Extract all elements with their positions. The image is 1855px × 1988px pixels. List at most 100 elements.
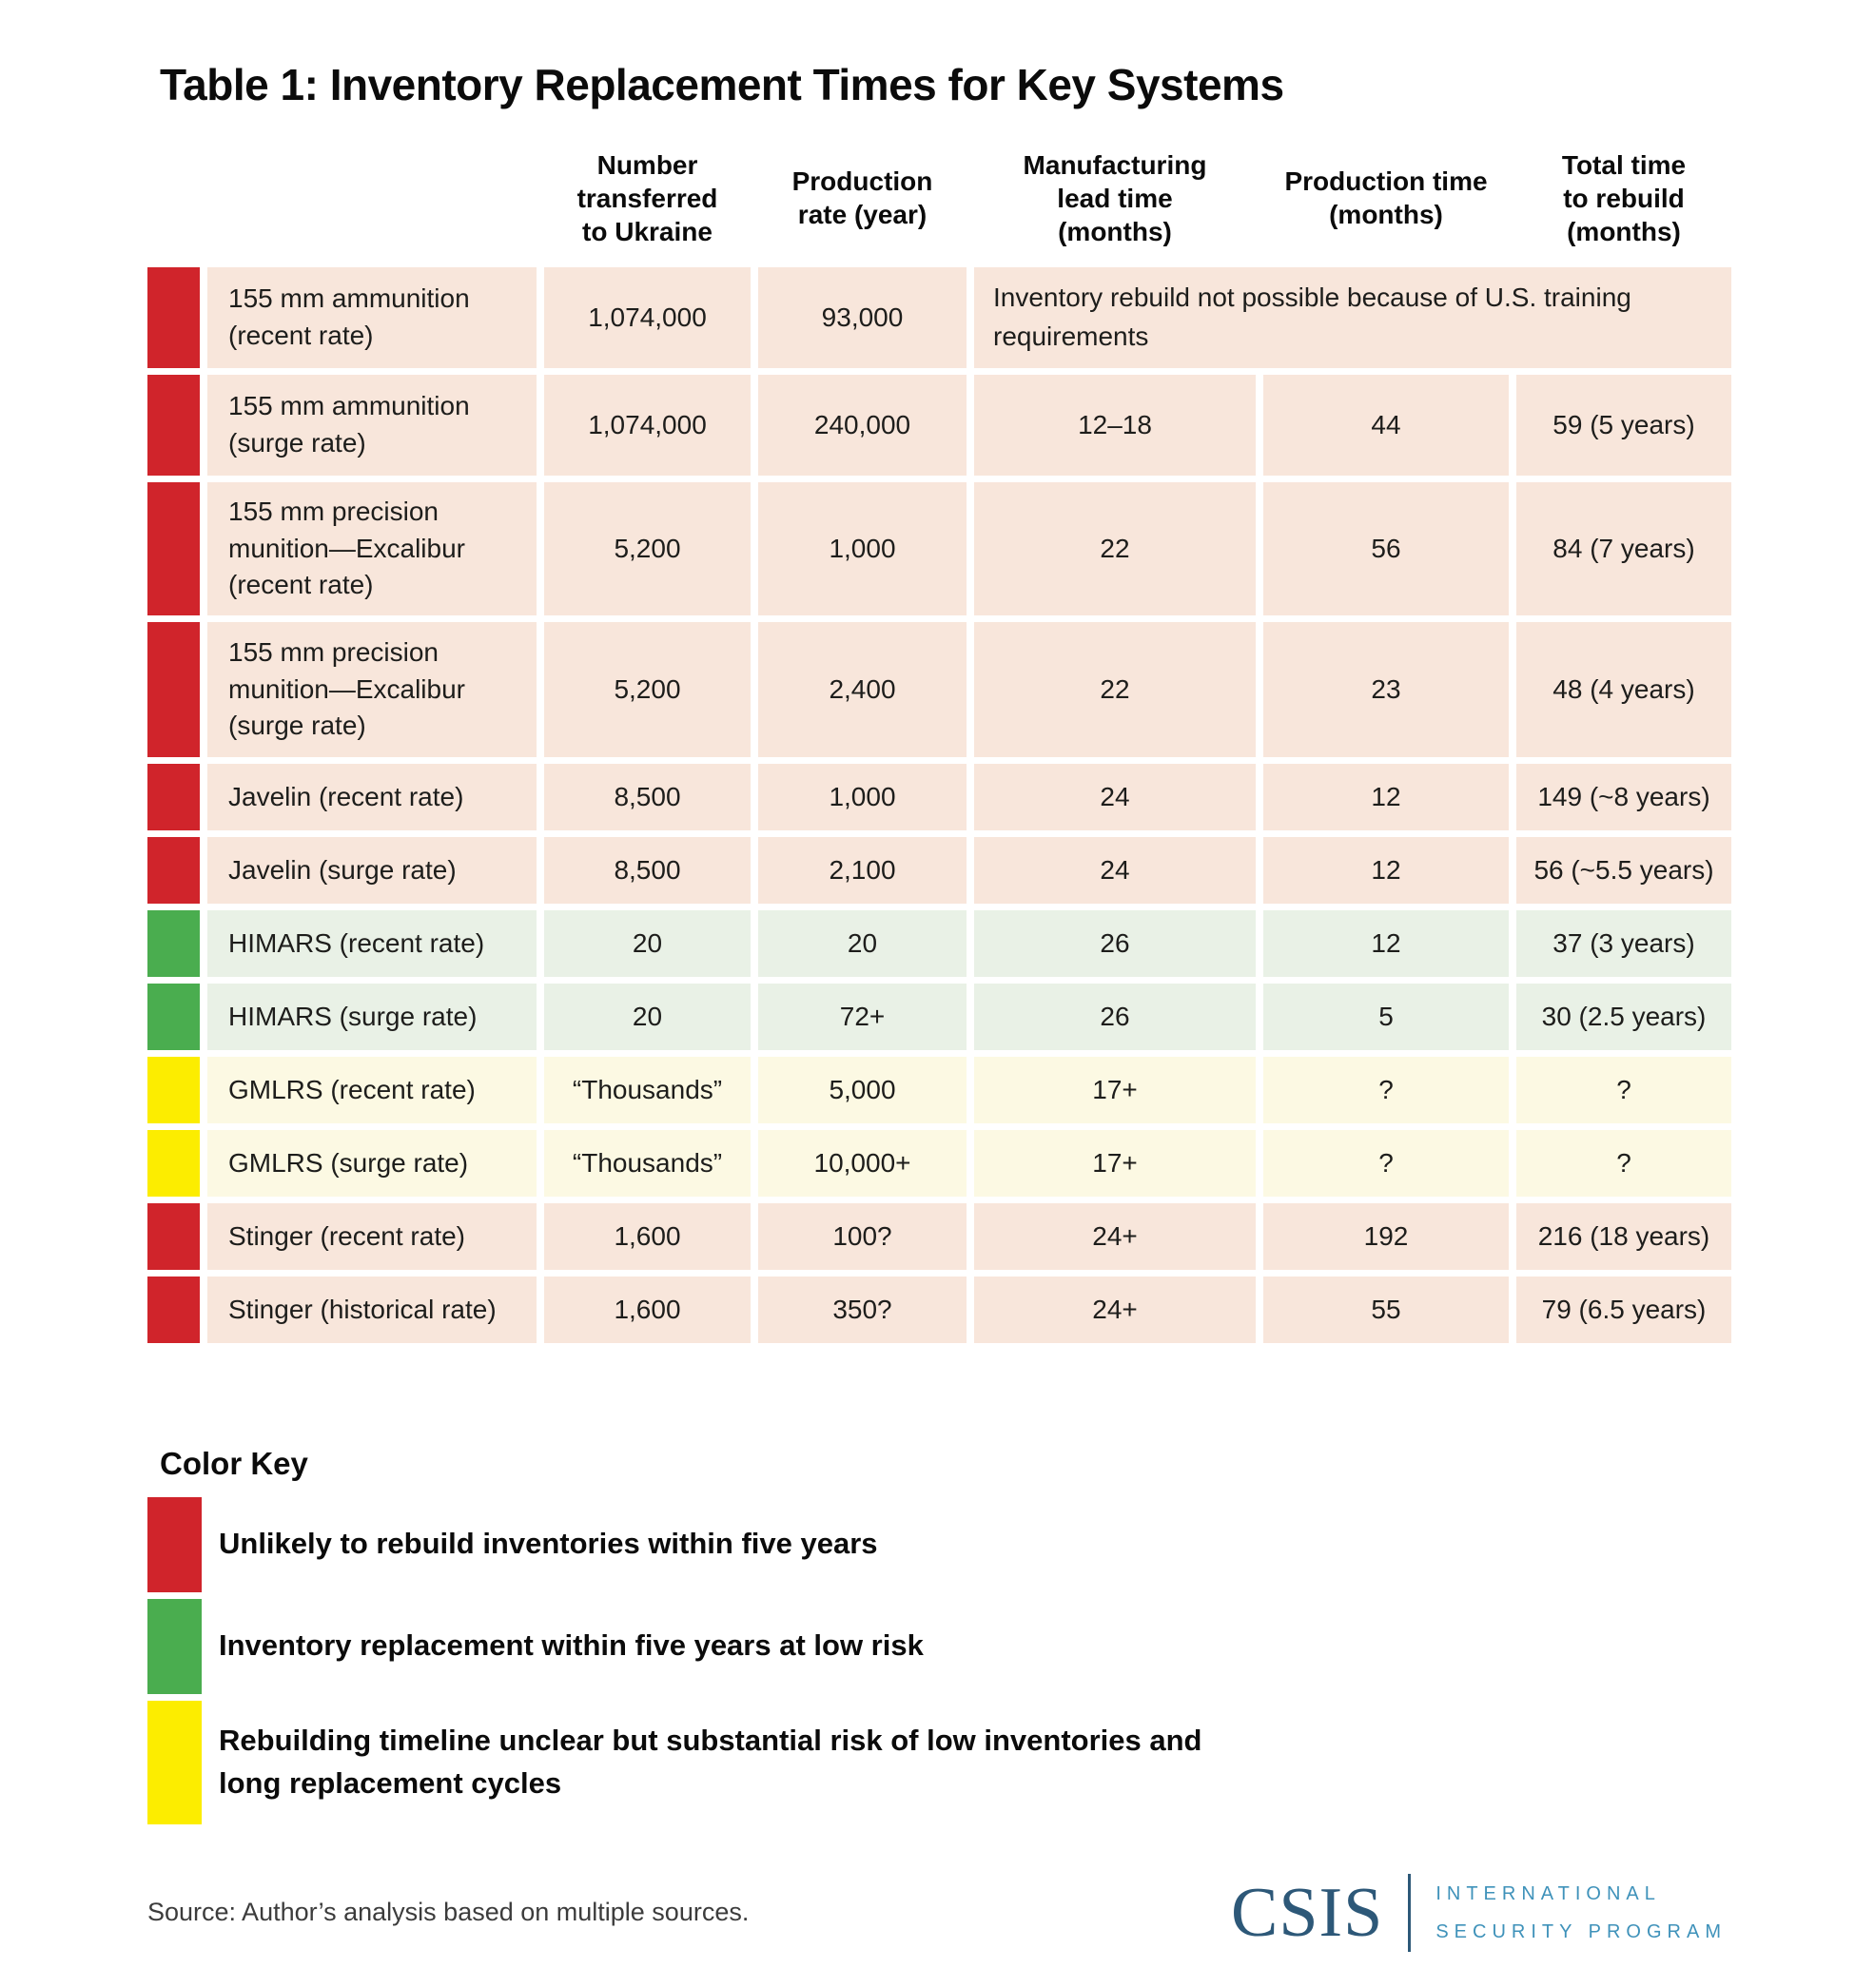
row-status-swatch-red <box>147 1202 200 1270</box>
row-status-swatch-green <box>147 983 200 1050</box>
row-label: HIMARS (surge rate) <box>207 983 537 1050</box>
table-row: 155 mm ammunition (surge rate) 1,074,000… <box>147 375 1731 476</box>
cell-production-time: 12 <box>1263 909 1509 977</box>
cell-total-time: 84 (7 years) <box>1516 482 1731 615</box>
color-key-items: Unlikely to rebuild inventories within f… <box>147 1496 1670 1824</box>
cell-number-transferred: 1,600 <box>544 1202 751 1270</box>
row-label: 155 mm precision munition—Excalibur (sur… <box>207 621 537 757</box>
row-label: Stinger (recent rate) <box>207 1202 537 1270</box>
table-row: 155 mm precision munition—Excalibur (rec… <box>147 482 1731 615</box>
column-header-manufacturing-lead-time: Manufacturing lead time (months) <box>974 137 1256 259</box>
cell-number-transferred: “Thousands” <box>544 1129 751 1197</box>
cell-total-time: 149 (~8 years) <box>1516 763 1731 830</box>
row-label: 155 mm ammunition (recent rate) <box>207 267 537 368</box>
cell-total-time: 59 (5 years) <box>1516 375 1731 476</box>
column-header-production-rate: Production rate (year) <box>758 137 967 259</box>
cell-total-time: ? <box>1516 1056 1731 1123</box>
color-key-item-yellow: Rebuilding timeline unclear but substant… <box>147 1700 1670 1824</box>
cell-production-rate: 350? <box>758 1276 967 1343</box>
column-header-empty <box>147 137 200 259</box>
cell-lead-time: 17+ <box>974 1129 1256 1197</box>
cell-number-transferred: 5,200 <box>544 482 751 615</box>
cell-number-transferred: 1,074,000 <box>544 375 751 476</box>
cell-production-time: 44 <box>1263 375 1509 476</box>
source-text: Source: Author’s analysis based on multi… <box>147 1898 750 1927</box>
cell-production-time: 12 <box>1263 836 1509 904</box>
red-swatch <box>147 1496 202 1592</box>
cell-lead-time: 22 <box>974 482 1256 615</box>
row-status-swatch-green <box>147 909 200 977</box>
row-status-swatch-yellow <box>147 1129 200 1197</box>
cell-lead-time: 24+ <box>974 1276 1256 1343</box>
cell-production-rate: 100? <box>758 1202 967 1270</box>
cell-lead-time: 26 <box>974 909 1256 977</box>
logo-divider <box>1408 1873 1412 1952</box>
row-status-swatch-red <box>147 375 200 476</box>
cell-total-time: 56 (~5.5 years) <box>1516 836 1731 904</box>
cell-total-time: ? <box>1516 1129 1731 1197</box>
cell-production-rate: 1,000 <box>758 763 967 830</box>
csis-logo: CSIS INTERNATIONAL SECURITY PROGRAM <box>1231 1873 1727 1952</box>
inventory-replacement-table: Number transferred to Ukraine Production… <box>147 137 1731 1343</box>
color-key-label: Unlikely to rebuild inventories within f… <box>219 1527 878 1561</box>
cell-number-transferred: 1,074,000 <box>544 267 751 368</box>
cell-lead-time: 17+ <box>974 1056 1256 1123</box>
row-label: HIMARS (recent rate) <box>207 909 537 977</box>
cell-total-time: 216 (18 years) <box>1516 1202 1731 1270</box>
table-row: 155 mm ammunition (recent rate) 1,074,00… <box>147 267 1731 368</box>
row-label: Javelin (surge rate) <box>207 836 537 904</box>
table-row: 155 mm precision munition—Excalibur (sur… <box>147 621 1731 757</box>
cell-number-transferred: 20 <box>544 909 751 977</box>
cell-number-transferred: “Thousands” <box>544 1056 751 1123</box>
cell-production-time: 56 <box>1263 482 1509 615</box>
column-header-production-time: Production time (months) <box>1263 137 1509 259</box>
table-header-row: Number transferred to Ukraine Production… <box>147 137 1731 259</box>
cell-production-rate: 72+ <box>758 983 967 1050</box>
cell-production-time: 12 <box>1263 763 1509 830</box>
cell-production-rate: 20 <box>758 909 967 977</box>
logo-program-line1: INTERNATIONAL <box>1435 1882 1661 1904</box>
row-status-swatch-red <box>147 1276 200 1343</box>
csis-wordmark: CSIS <box>1231 1873 1384 1952</box>
column-header-label <box>207 137 537 259</box>
cell-production-time: 192 <box>1263 1202 1509 1270</box>
row-status-swatch-red <box>147 836 200 904</box>
cell-total-time: 48 (4 years) <box>1516 621 1731 757</box>
cell-lead-time: 26 <box>974 983 1256 1050</box>
color-key-label: Inventory replacement within five years … <box>219 1628 924 1663</box>
page-title: Table 1: Inventory Replacement Times for… <box>160 60 1284 109</box>
cell-production-rate: 5,000 <box>758 1056 967 1123</box>
cell-production-time: 5 <box>1263 983 1509 1050</box>
color-key-item-red: Unlikely to rebuild inventories within f… <box>147 1496 1670 1592</box>
logo-program-text: INTERNATIONAL SECURITY PROGRAM <box>1435 1875 1727 1951</box>
cell-lead-time: 24+ <box>974 1202 1256 1270</box>
color-key-item-green: Inventory replacement within five years … <box>147 1598 1670 1694</box>
row-status-swatch-red <box>147 763 200 830</box>
cell-production-rate: 2,100 <box>758 836 967 904</box>
cell-production-time: 23 <box>1263 621 1509 757</box>
cell-number-transferred: 5,200 <box>544 621 751 757</box>
row-status-swatch-red <box>147 621 200 757</box>
cell-number-transferred: 8,500 <box>544 763 751 830</box>
cell-production-time: ? <box>1263 1129 1509 1197</box>
color-key-label: Rebuilding timeline unclear but substant… <box>219 1723 1202 1800</box>
column-header-total-time: Total time to rebuild (months) <box>1516 137 1731 259</box>
table-row: Javelin (surge rate) 8,500 2,100 24 12 5… <box>147 836 1731 904</box>
column-header-number-transferred: Number transferred to Ukraine <box>544 137 751 259</box>
cell-number-transferred: 1,600 <box>544 1276 751 1343</box>
cell-production-rate: 2,400 <box>758 621 967 757</box>
row-label: Javelin (recent rate) <box>207 763 537 830</box>
table-row: Javelin (recent rate) 8,500 1,000 24 12 … <box>147 763 1731 830</box>
footer: Source: Author’s analysis based on multi… <box>147 1873 1727 1952</box>
table-row: GMLRS (recent rate) “Thousands” 5,000 17… <box>147 1056 1731 1123</box>
cell-production-rate: 1,000 <box>758 482 967 615</box>
cell-production-rate: 10,000+ <box>758 1129 967 1197</box>
cell-total-time: 30 (2.5 years) <box>1516 983 1731 1050</box>
cell-production-time: ? <box>1263 1056 1509 1123</box>
cell-total-time: 37 (3 years) <box>1516 909 1731 977</box>
cell-production-time: 55 <box>1263 1276 1509 1343</box>
table-row: GMLRS (surge rate) “Thousands” 10,000+ 1… <box>147 1129 1731 1197</box>
row-label: Stinger (historical rate) <box>207 1276 537 1343</box>
green-swatch <box>147 1598 202 1694</box>
row-label: GMLRS (recent rate) <box>207 1056 537 1123</box>
